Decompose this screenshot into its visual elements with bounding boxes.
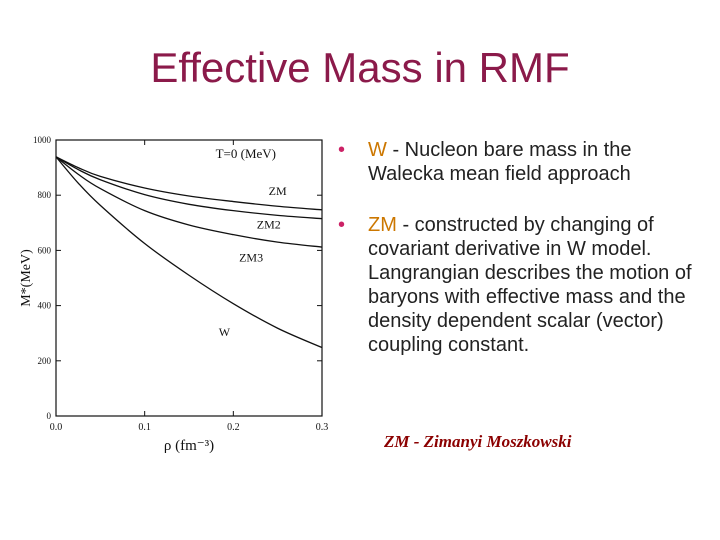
series-label-zm: ZM [269, 184, 287, 198]
y-axis-label: M*(MeV) [19, 249, 34, 307]
y-tick-label: 600 [38, 245, 52, 255]
x-tick-label: 0.3 [316, 422, 329, 433]
x-tick-label: 0.1 [138, 422, 151, 433]
bullet-item-w: • W - Nucleon bare mass in the Walecka m… [338, 138, 710, 186]
y-tick-label: 0 [47, 411, 52, 421]
plot-frame [55, 139, 323, 417]
temperature-annotation: T=0 (MeV) [216, 146, 276, 161]
x-axis-label: ρ (fm⁻³) [164, 438, 214, 454]
y-tick-label: 800 [38, 190, 52, 200]
series-label-w: W [219, 325, 231, 339]
series-label-zm2: ZM2 [257, 217, 281, 231]
bullet-item-zm: • ZM - constructed by changing of covari… [338, 213, 710, 357]
bullet-keyword: ZM [368, 214, 397, 236]
slide-title: Effective Mass in RMF [150, 44, 570, 91]
bullet-dot: • [338, 214, 346, 236]
y-tick-label: 1000 [33, 135, 52, 145]
bullet-dot: • [338, 139, 346, 161]
x-tick-label: 0.0 [50, 422, 63, 433]
series-line-w [55, 156, 323, 349]
zm-caption: ZM - Zimanyi Moszkowski [384, 432, 572, 451]
bullet-text: - constructed by changing of covariant d… [368, 214, 692, 356]
bullet-keyword: W [368, 139, 387, 161]
y-tick-label: 400 [38, 301, 52, 311]
series-line-zm [55, 156, 323, 211]
bullet-text: - Nucleon bare mass in the Walecka mean … [368, 139, 632, 185]
series-line-zm2 [55, 156, 323, 220]
series-label-zm3: ZM3 [239, 250, 263, 264]
effective-mass-chart: 0 200 400 600 800 1000 0.0 0.1 0.2 0.3 ZM ZM2 ZM3 W T… [19, 135, 329, 454]
bullet-list: • W - Nucleon bare mass in the Walecka m… [338, 138, 710, 384]
y-tick-label: 200 [38, 356, 52, 366]
x-tick-label: 0.2 [227, 422, 240, 433]
series-line-zm3 [55, 156, 323, 248]
